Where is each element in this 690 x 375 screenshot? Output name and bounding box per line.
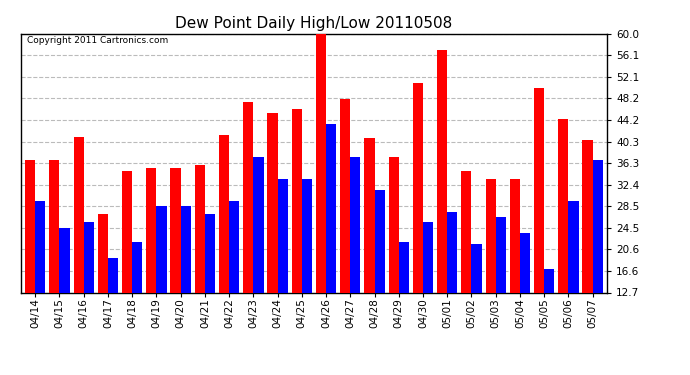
Bar — [268, 113, 277, 362]
Bar — [462, 171, 471, 362]
Bar — [375, 190, 385, 362]
Bar — [132, 242, 142, 362]
Bar — [83, 222, 94, 362]
Text: Copyright 2011 Cartronics.com: Copyright 2011 Cartronics.com — [26, 36, 168, 45]
Bar — [229, 201, 239, 362]
Bar — [170, 168, 181, 362]
Bar — [74, 136, 83, 362]
Bar — [205, 214, 215, 362]
Bar — [437, 50, 447, 362]
Bar — [558, 118, 569, 362]
Bar — [108, 258, 118, 362]
Bar — [495, 217, 506, 362]
Bar — [219, 135, 229, 362]
Bar — [326, 124, 336, 362]
Bar — [122, 171, 132, 362]
Bar — [423, 222, 433, 362]
Bar — [49, 160, 59, 362]
Bar — [399, 242, 409, 362]
Bar — [447, 211, 457, 362]
Bar — [35, 201, 46, 362]
Bar — [98, 214, 108, 362]
Bar — [510, 179, 520, 362]
Bar — [181, 206, 191, 362]
Bar — [520, 233, 530, 362]
Bar — [593, 160, 603, 362]
Bar — [243, 102, 253, 362]
Bar — [569, 201, 579, 362]
Bar — [59, 228, 70, 362]
Bar — [582, 140, 593, 362]
Bar — [340, 99, 351, 362]
Title: Dew Point Daily High/Low 20110508: Dew Point Daily High/Low 20110508 — [175, 16, 453, 31]
Bar — [534, 88, 544, 362]
Bar — [388, 157, 399, 362]
Bar — [195, 165, 205, 362]
Bar — [302, 179, 312, 362]
Bar — [253, 157, 264, 362]
Bar — [157, 206, 166, 362]
Bar — [486, 179, 495, 362]
Bar — [25, 160, 35, 362]
Bar — [351, 157, 360, 362]
Bar — [146, 168, 157, 362]
Bar — [413, 83, 423, 362]
Bar — [316, 34, 326, 362]
Bar — [471, 244, 482, 362]
Bar — [292, 109, 302, 362]
Bar — [277, 179, 288, 362]
Bar — [544, 269, 554, 362]
Bar — [364, 138, 375, 362]
